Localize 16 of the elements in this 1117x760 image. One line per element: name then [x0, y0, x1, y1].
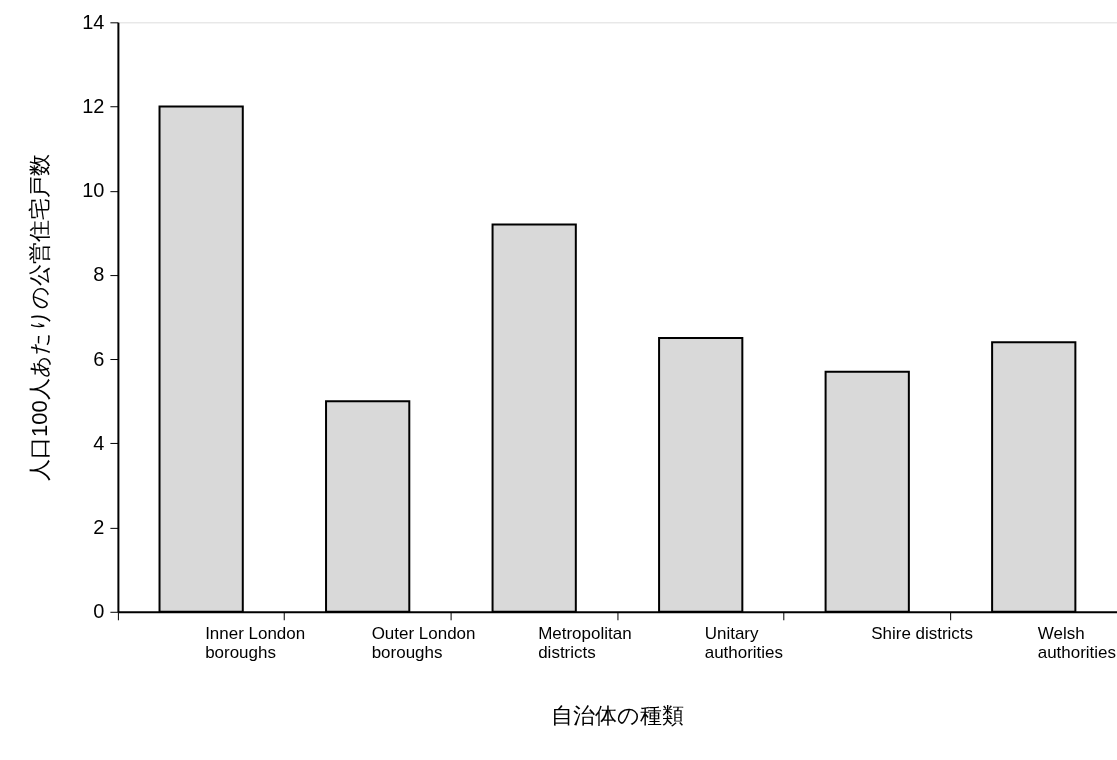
y-tick-label: 4 — [93, 431, 105, 454]
x-tick-label: Welsh authorities — [1037, 624, 1117, 663]
y-tick-label: 6 — [93, 347, 105, 370]
y-tick-label: 10 — [82, 179, 105, 202]
x-axis-title: 自治体の種類 — [551, 703, 685, 729]
y-tick-label: 0 — [93, 600, 105, 623]
y-tick-label: 8 — [93, 263, 105, 286]
x-tick-label: Unitary authorities — [704, 624, 783, 663]
x-tick-label: Inner London boroughs — [205, 624, 306, 663]
y-tick-label: 2 — [93, 516, 105, 539]
y-tick-label: 14 — [82, 10, 105, 33]
x-tick-label: Metropolitan districts — [538, 624, 632, 663]
x-tick-label: Outer London boroughs — [371, 624, 476, 663]
x-tick-label: Shire districts — [871, 624, 974, 644]
y-tick-label: 12 — [82, 95, 105, 118]
y-axis-title: 人口100人あたりの公営住宅戸数 — [27, 154, 53, 481]
